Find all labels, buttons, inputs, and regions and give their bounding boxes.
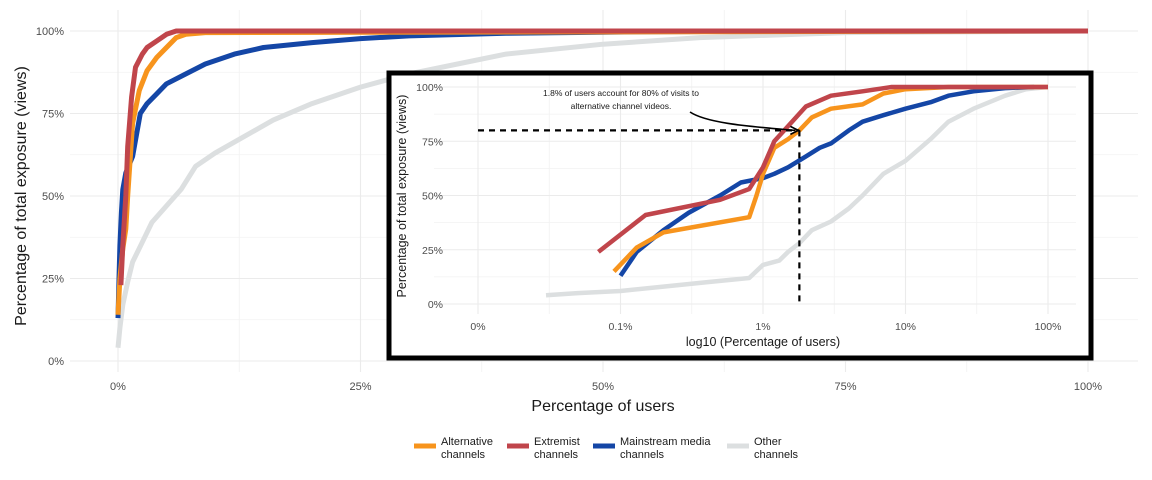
inset-y-tick-label: 100% [416, 82, 443, 94]
main-series-other-channels [115, 28, 1089, 349]
inset-series-extremist-channels [597, 84, 1048, 254]
inset-axes: 0% 0.1% 1% 10% 100% 0% 25% 50% 75% 100% [416, 82, 1061, 333]
main-x-tick-label: 25% [349, 381, 371, 393]
legend: AlternativechannelsExtremistchannelsMain… [414, 436, 799, 461]
main-y-tick-label: 25% [42, 274, 64, 286]
inset-series-other-channels [545, 84, 1049, 298]
legend-label-line-2: channels [534, 449, 579, 461]
annotation-arrowhead [790, 125, 801, 136]
inset-x-tick-label: 10% [895, 321, 916, 333]
main-y-tick-label: 100% [36, 26, 64, 38]
main-y-tick-label: 0% [48, 356, 64, 368]
annotation-arrow [689, 111, 796, 132]
inset-x-tick-label: 1% [755, 321, 770, 333]
inset-series-alternative-channels [612, 84, 1048, 273]
inset-frame [386, 70, 1094, 361]
main-axes: 0% 25% 50% 75% 100% 0% 25% 50% 75% 100% [36, 26, 1102, 393]
legend-label-line-2: channels [754, 449, 799, 461]
main-series-extremist-channels [118, 28, 1088, 286]
inset-y-axis-title: Percentage of total exposure (views) [395, 95, 409, 298]
inset-x-axis-title: log10 (Percentage of users) [686, 335, 840, 349]
inset-x-tick-label: 0% [470, 321, 485, 333]
inset-annotation: 1.8% of users account for 80% of visits … [543, 88, 801, 136]
main-x-axis-title: Percentage of users [531, 398, 674, 415]
main-x-tick-label: 0% [110, 381, 126, 393]
main-y-axis-title: Percentage of total exposure (views) [13, 66, 30, 326]
inset-y-tick-label: 50% [422, 191, 443, 203]
legend-label-line-1: Mainstream media [620, 436, 711, 448]
main-y-tick-label: 75% [42, 109, 64, 121]
inset-x-tick-label: 100% [1035, 321, 1062, 333]
main-x-tick-label: 100% [1074, 381, 1102, 393]
inset-y-tick-label: 25% [422, 245, 443, 257]
main-x-tick-label: 75% [834, 381, 856, 393]
main-series-layer [115, 28, 1089, 349]
inset-x-tick-label: 0.1% [609, 321, 633, 333]
inset-grid [434, 75, 1076, 314]
legend-label-line-1: Alternative [441, 436, 493, 448]
inset-series-mainstream-media-channels [618, 84, 1035, 278]
legend-label-line-2: channels [620, 449, 665, 461]
inset-y-tick-label: 0% [428, 299, 443, 311]
legend-label-line-2: channels [441, 449, 486, 461]
annotation-line-1: 1.8% of users account for 80% of visits … [543, 88, 699, 98]
main-y-tick-label: 50% [42, 191, 64, 203]
inset-y-tick-label: 75% [422, 136, 443, 148]
inset-series-layer [478, 84, 1049, 304]
legend-label-line-1: Other [754, 436, 782, 448]
main-x-tick-label: 50% [592, 381, 614, 393]
legend-label-line-1: Extremist [534, 436, 580, 448]
inset-background [389, 73, 1091, 358]
annotation-line-2: alternative channel videos. [571, 101, 672, 111]
